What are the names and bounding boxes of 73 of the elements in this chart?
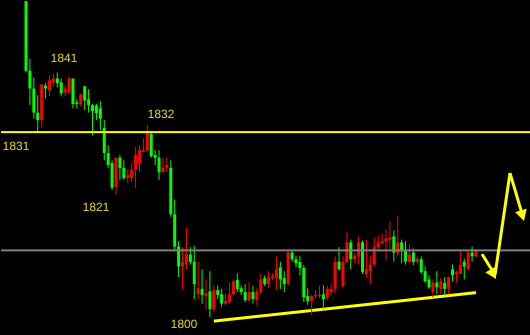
candlestick [28, 58, 32, 106]
candlestick [158, 150, 161, 180]
candlestick [282, 270, 286, 293]
candlestick [118, 154, 122, 180]
candlestick [458, 250, 462, 275]
candlestick [228, 282, 231, 304]
candlestick [447, 276, 450, 295]
candlestick [294, 255, 298, 268]
candlestick [435, 270, 438, 295]
candlestick [79, 92, 82, 108]
candlestick [94, 103, 98, 121]
candlestick [431, 278, 434, 298]
candlestick [364, 239, 368, 278]
candlestick [443, 276, 446, 296]
candlestick [208, 270, 212, 318]
candlestick [236, 272, 239, 293]
candlestick [380, 233, 384, 245]
candlestick [138, 144, 141, 173]
candlestick [412, 248, 415, 266]
candlestick [83, 85, 86, 111]
candlestick [196, 261, 200, 300]
candlestick [278, 261, 282, 290]
candlestick [91, 104, 94, 136]
annotation: 1841 [50, 51, 78, 65]
candlestick [181, 246, 184, 290]
candlestick [177, 240, 180, 278]
candlestick [322, 284, 325, 310]
candlestick [388, 221, 392, 251]
candlestick [290, 249, 294, 262]
candlestick [192, 245, 196, 300]
candlestick [248, 282, 251, 303]
candlestick [98, 100, 102, 131]
candlestick [368, 256, 372, 285]
candlestick [428, 274, 431, 290]
candlestick [52, 74, 55, 87]
candlestick [263, 274, 266, 287]
candlestick [126, 169, 130, 184]
candlestick [122, 160, 126, 180]
candlestick [220, 288, 224, 308]
candlestick [48, 75, 51, 97]
candlestick [462, 258, 466, 280]
annotation: 1832 [148, 107, 175, 121]
candlestick [87, 88, 90, 114]
candlestick [244, 284, 247, 303]
candlestick [274, 256, 278, 291]
candlestick [134, 146, 138, 188]
candlestick [212, 284, 216, 313]
candlestick [466, 250, 470, 270]
candlestick [470, 246, 474, 262]
candlestick [68, 76, 71, 96]
candlestick [161, 157, 164, 174]
annotation: 1831 [2, 139, 30, 154]
candlestick [232, 278, 235, 296]
candlestick [184, 227, 188, 270]
candlestick [146, 124, 149, 152]
candlestick [267, 270, 270, 289]
candlestick [200, 268, 204, 304]
candlestick [310, 294, 314, 316]
candlestick [44, 82, 48, 99]
annotation: 1821 [82, 200, 110, 214]
candlestick [330, 284, 333, 296]
candlestick [165, 157, 168, 173]
candlestick [451, 264, 454, 282]
candlestick [216, 284, 220, 300]
candlestick [251, 286, 254, 304]
candlestick [150, 132, 153, 158]
candlestick [338, 246, 341, 272]
annotation: 1800 [170, 317, 198, 331]
candlestick [298, 255, 302, 276]
candlestick [439, 278, 442, 295]
candlestick [130, 162, 134, 182]
candlestick [326, 286, 329, 301]
candlestick [408, 244, 411, 264]
